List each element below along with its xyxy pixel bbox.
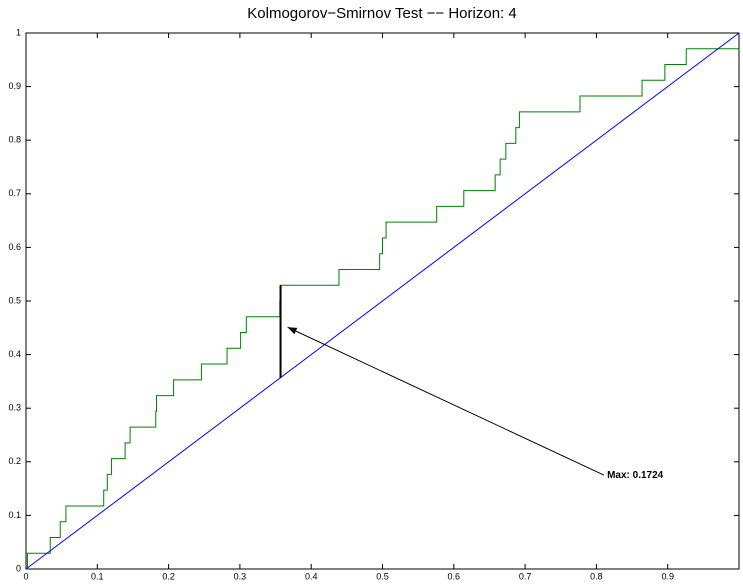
y-tick-label: 0.6 [8, 242, 21, 252]
y-tick-label: 0.8 [8, 135, 21, 145]
y-tick-label: 1 [16, 27, 21, 37]
y-tick-label: 0 [16, 563, 21, 573]
x-tick-label: 0.2 [162, 571, 175, 581]
y-tick-label: 0.3 [8, 403, 21, 413]
y-tick-label: 0.2 [8, 456, 21, 466]
arrow-head [287, 327, 298, 335]
y-tick-label: 0.7 [8, 188, 21, 198]
x-tick-label: 0.6 [448, 571, 461, 581]
y-tick-label: 0.4 [8, 349, 21, 359]
x-tick-label: 0.3 [234, 571, 247, 581]
reference-line [25, 32, 740, 570]
x-tick-label: 0.7 [519, 571, 532, 581]
y-tick-label: 0.9 [8, 81, 21, 91]
y-tick-label: 0.5 [8, 295, 21, 305]
annotation-arrow [287, 326, 605, 476]
x-tick-label: 0.9 [661, 571, 674, 581]
y-tick-label: 0.1 [8, 510, 21, 520]
x-tick-label: 0.1 [91, 571, 104, 581]
annotation-label: Max: 0.1724 [607, 470, 664, 481]
x-tick-label: 0 [23, 571, 28, 581]
chart-title: Kolmogorov−Smirnov Test −− Horizon: 4 [247, 5, 516, 22]
x-tick-label: 0.4 [305, 571, 318, 581]
x-tick-label: 0.8 [590, 571, 603, 581]
x-tick-label: 0.5 [376, 571, 389, 581]
